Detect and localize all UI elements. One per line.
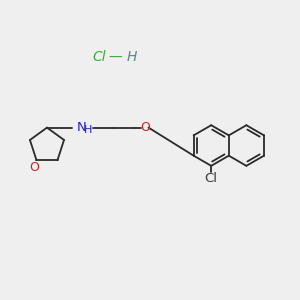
Text: H: H xyxy=(84,125,92,135)
Text: N: N xyxy=(76,121,86,134)
Text: Cl: Cl xyxy=(205,172,218,185)
Text: Cl: Cl xyxy=(92,50,106,64)
Text: H: H xyxy=(127,50,137,64)
Text: O: O xyxy=(140,121,150,134)
Text: —: — xyxy=(108,50,122,64)
Text: O: O xyxy=(29,161,39,174)
